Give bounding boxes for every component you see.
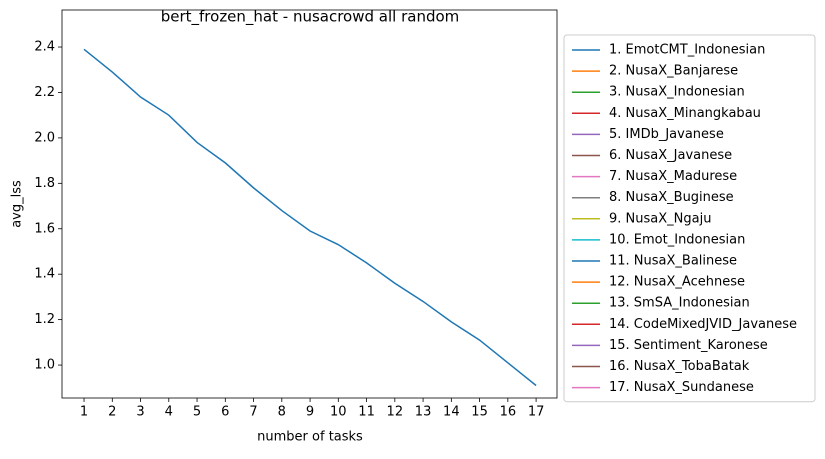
x-tick-label: 5	[193, 405, 201, 420]
x-tick-label: 3	[136, 405, 144, 420]
legend-label: 1. EmotCMT_Indonesian	[609, 43, 765, 58]
legend-label: 4. NusaX_Minangkabau	[609, 106, 761, 121]
line-series	[83, 48, 537, 387]
x-tick-label: 2	[108, 405, 116, 420]
plot-frame	[61, 9, 558, 399]
legend-label: 5. IMDb_Javanese	[609, 127, 724, 142]
x-tick-label: 8	[278, 405, 286, 420]
legend-label: 14. CodeMixedJVID_Javanese	[609, 317, 797, 332]
x-tick-label: 12	[387, 405, 404, 420]
y-tick-label: 1.0	[34, 358, 55, 373]
y-axis-label: avg_lss	[10, 180, 25, 228]
x-tick-label: 17	[528, 405, 545, 420]
legend-label: 15. Sentiment_Karonese	[609, 338, 768, 353]
chart-title: bert_frozen_hat - nusacrowd all random	[161, 8, 460, 27]
legend-box	[563, 34, 816, 403]
x-tick-label: 16	[500, 405, 517, 420]
x-tick-label: 6	[221, 405, 229, 420]
y-tick-label: 2.0	[34, 130, 55, 145]
legend-label: 3. NusaX_Indonesian	[609, 85, 745, 100]
legend-label: 9. NusaX_Ngaju	[609, 211, 711, 226]
x-tick-label: 1	[80, 405, 88, 420]
legend-label: 2. NusaX_Banjarese	[609, 64, 738, 79]
y-tick-label: 1.4	[34, 267, 55, 282]
legend-label: 7. NusaX_Madurese	[609, 169, 737, 184]
legend-label: 17. NusaX_Sundanese	[609, 380, 754, 395]
legend-label: 16. NusaX_TobaBatak	[609, 359, 750, 374]
x-tick-label: 13	[415, 405, 432, 420]
x-tick-label: 14	[443, 405, 460, 420]
legend-label: 13. SmSA_Indonesian	[609, 296, 750, 311]
y-tick-label: 2.2	[34, 85, 55, 100]
y-tick-label: 1.6	[34, 221, 55, 236]
x-tick-label: 11	[358, 405, 375, 420]
legend-label: 10. Emot_Indonesian	[609, 232, 745, 247]
x-tick-label: 7	[249, 405, 257, 420]
x-tick-label: 10	[330, 405, 347, 420]
x-tick-label: 9	[306, 405, 314, 420]
y-tick-label: 1.2	[34, 312, 55, 327]
legend-label: 11. NusaX_Balinese	[609, 254, 737, 269]
legend-label: 8. NusaX_Buginese	[609, 190, 734, 205]
x-tick-label: 4	[165, 405, 173, 420]
x-tick-label: 15	[471, 405, 488, 420]
x-axis-label: number of tasks	[257, 430, 363, 445]
legend-label: 6. NusaX_Javanese	[609, 148, 732, 163]
y-tick-label: 2.4	[34, 40, 55, 55]
legend-label: 12. NusaX_Acehnese	[609, 275, 745, 290]
y-tick-label: 1.8	[34, 176, 55, 191]
